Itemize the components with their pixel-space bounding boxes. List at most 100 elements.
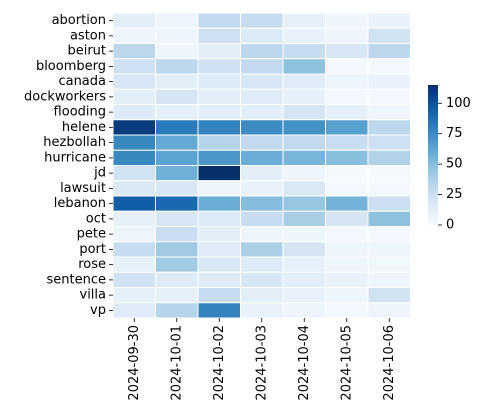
heatmap-cell-vp-2024-10-06 xyxy=(367,302,411,319)
colorbar-tick-label-100: 100 xyxy=(446,96,471,111)
y-tick-label-jd: jd xyxy=(93,166,106,181)
heatmap-cell-flooding-2024-10-06 xyxy=(367,104,411,121)
heatmap-cell-sentence-2024-10-04 xyxy=(282,271,326,288)
heatmap-cell-helene-2024-10-06 xyxy=(367,119,411,136)
heatmap-cell-lawsuit-2024-10-03 xyxy=(240,180,284,197)
y-tick-label-canada: canada xyxy=(58,74,106,89)
heatmap-cell-oct-2024-10-02 xyxy=(197,210,241,227)
heatmap-cell-oct-2024-09-30 xyxy=(112,210,156,227)
heatmap-cell-port-2024-09-30 xyxy=(112,241,156,258)
heatmap-cell-pete-2024-10-01 xyxy=(155,226,199,243)
heatmap-cell-sentence-2024-10-03 xyxy=(240,271,284,288)
y-tick-labels: abortionastonbeirutbloombergcanadadockwo… xyxy=(24,13,113,318)
heatmap-cell-villa-2024-10-04 xyxy=(282,287,326,304)
y-tick-label-flooding: flooding xyxy=(54,105,106,120)
heatmap-cell-jd-2024-10-02 xyxy=(197,165,241,182)
y-tick-label-dockworkers: dockworkers xyxy=(24,89,106,104)
heatmap-cell-pete-2024-10-06 xyxy=(367,226,411,243)
heatmap-cell-helene-2024-10-05 xyxy=(325,119,369,136)
heatmap-cell-dockworkers-2024-09-30 xyxy=(112,88,156,105)
heatmap-cell-beirut-2024-10-03 xyxy=(240,43,284,60)
heatmap-cell-hurricane-2024-10-01 xyxy=(155,149,199,166)
heatmap-cell-oct-2024-10-06 xyxy=(367,210,411,227)
y-tick-label-pete: pete xyxy=(77,227,106,242)
heatmap-cell-dockworkers-2024-10-04 xyxy=(282,88,326,105)
heatmap-cell-jd-2024-10-06 xyxy=(367,165,411,182)
x-tick-labels: 2024-09-30 2024-10-01 2024-10-02 2024-10-03… xyxy=(127,318,397,400)
heatmap-cell-hurricane-2024-10-04 xyxy=(282,149,326,166)
heatmap-cell-lawsuit-2024-10-04 xyxy=(282,180,326,197)
heatmap-cell-villa-2024-10-01 xyxy=(155,287,199,304)
heatmap-cell-helene-2024-10-02 xyxy=(197,119,241,136)
heatmap-cell-oct-2024-10-03 xyxy=(240,210,284,227)
heatmap-cell-lebanon-2024-10-01 xyxy=(155,195,199,212)
heatmap-cell-bloomberg-2024-10-04 xyxy=(282,58,326,75)
heatmap-cell-lebanon-2024-10-03 xyxy=(240,195,284,212)
y-tick-label-aston: aston xyxy=(70,28,106,43)
heatmap-cell-rose-2024-10-02 xyxy=(197,256,241,273)
colorbar-tick-label-0: 0 xyxy=(446,218,454,233)
heatmap-cell-aston-2024-10-01 xyxy=(155,27,199,44)
heatmap-cell-hezbollah-2024-10-05 xyxy=(325,134,369,151)
heatmap-cell-aston-2024-10-05 xyxy=(325,27,369,44)
heatmap-cell-port-2024-10-04 xyxy=(282,241,326,258)
colorbar: 0 25 50 75 100 xyxy=(428,85,471,233)
heatmap-cell-beirut-2024-10-06 xyxy=(367,43,411,60)
heatmap-cell-villa-2024-10-06 xyxy=(367,287,411,304)
heatmap-cell-bloomberg-2024-10-03 xyxy=(240,58,284,75)
heatmap-cell-flooding-2024-10-01 xyxy=(155,104,199,121)
heatmap-cell-dockworkers-2024-10-06 xyxy=(367,88,411,105)
heatmap-cell-oct-2024-10-05 xyxy=(325,210,369,227)
heatmap-cell-lawsuit-2024-10-02 xyxy=(197,180,241,197)
y-tick-label-port: port xyxy=(79,242,106,257)
heatmap-cell-bloomberg-2024-10-02 xyxy=(197,58,241,75)
heatmap-cells xyxy=(112,12,411,319)
heatmap-cell-beirut-2024-10-05 xyxy=(325,43,369,60)
x-tick-label-2024-10-03: 2024-10-03 xyxy=(254,325,269,400)
heatmap-cell-hezbollah-2024-10-01 xyxy=(155,134,199,151)
heatmap-cell-beirut-2024-10-04 xyxy=(282,43,326,60)
heatmap-cell-oct-2024-10-04 xyxy=(282,210,326,227)
heatmap-cell-hurricane-2024-09-30 xyxy=(112,149,156,166)
heatmap-cell-hezbollah-2024-10-04 xyxy=(282,134,326,151)
heatmap-cell-villa-2024-10-05 xyxy=(325,287,369,304)
heatmap-cell-canada-2024-10-05 xyxy=(325,73,369,90)
y-tick-label-rose: rose xyxy=(78,257,106,272)
heatmap-cell-sentence-2024-10-05 xyxy=(325,271,369,288)
heatmap-cell-pete-2024-10-04 xyxy=(282,226,326,243)
heatmap-cell-hurricane-2024-10-03 xyxy=(240,149,284,166)
heatmap-cell-helene-2024-10-01 xyxy=(155,119,199,136)
y-tick-label-beirut: beirut xyxy=(67,44,106,59)
heatmap-cell-abortion-2024-09-30 xyxy=(112,12,156,29)
x-tick-label-2024-10-01: 2024-10-01 xyxy=(169,325,184,400)
heatmap-cell-pete-2024-10-02 xyxy=(197,226,241,243)
x-tick-label-2024-10-02: 2024-10-02 xyxy=(212,325,227,400)
heatmap-cell-abortion-2024-10-06 xyxy=(367,12,411,29)
heatmap-cell-port-2024-10-06 xyxy=(367,241,411,258)
heatmap-cell-lawsuit-2024-10-01 xyxy=(155,180,199,197)
heatmap-cell-dockworkers-2024-10-03 xyxy=(240,88,284,105)
heatmap-cell-sentence-2024-10-06 xyxy=(367,271,411,288)
heatmap-cell-beirut-2024-10-01 xyxy=(155,43,199,60)
heatmap-cell-villa-2024-10-03 xyxy=(240,287,284,304)
heatmap-cell-aston-2024-09-30 xyxy=(112,27,156,44)
x-tick-label-2024-09-30: 2024-09-30 xyxy=(127,325,142,400)
heatmap-cell-rose-2024-10-04 xyxy=(282,256,326,273)
heatmap-cell-dockworkers-2024-10-01 xyxy=(155,88,199,105)
heatmap-cell-canada-2024-10-01 xyxy=(155,73,199,90)
heatmap-cell-abortion-2024-10-04 xyxy=(282,12,326,29)
y-tick-label-villa: villa xyxy=(80,288,107,303)
heatmap-cell-lebanon-2024-10-02 xyxy=(197,195,241,212)
heatmap-cell-rose-2024-10-05 xyxy=(325,256,369,273)
y-tick-label-hezbollah: hezbollah xyxy=(43,135,106,150)
heatmap-cell-hezbollah-2024-09-30 xyxy=(112,134,156,151)
y-tick-label-bloomberg: bloomberg xyxy=(36,59,106,74)
heatmap-cell-villa-2024-09-30 xyxy=(112,287,156,304)
heatmap-cell-jd-2024-09-30 xyxy=(112,165,156,182)
heatmap-cell-lawsuit-2024-09-30 xyxy=(112,180,156,197)
y-tick-label-helene: helene xyxy=(62,120,106,135)
heatmap-cell-abortion-2024-10-03 xyxy=(240,12,284,29)
heatmap-cell-rose-2024-10-01 xyxy=(155,256,199,273)
heatmap-cell-lawsuit-2024-10-05 xyxy=(325,180,369,197)
